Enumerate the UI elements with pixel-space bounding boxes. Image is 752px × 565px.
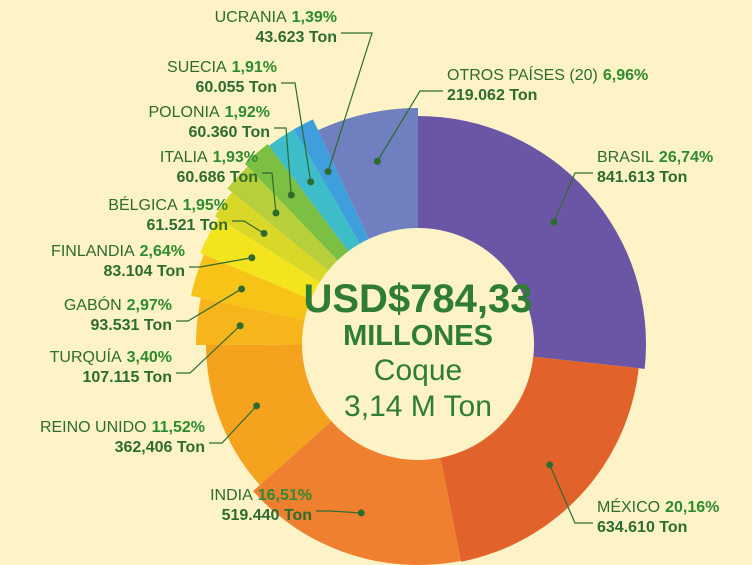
share-label: 20,16%	[665, 499, 719, 516]
category-name: TURQUÍA	[50, 347, 122, 366]
slice-label: ITALIA 1,93%	[160, 149, 258, 166]
category-name: BÉLGICA	[108, 195, 178, 214]
category-name: OTROS PAÍSES (20)	[447, 65, 598, 84]
share-label: 1,93%	[213, 149, 258, 166]
leader-dot	[307, 178, 315, 186]
category-name: REINO UNIDO	[40, 419, 147, 436]
ton-label: 60.360 Ton	[188, 124, 270, 141]
leader-line	[189, 257, 252, 268]
leader-line	[176, 288, 242, 322]
slice-label: FINLANDIA 2,64%	[51, 243, 185, 260]
share-label: 6,96%	[603, 67, 648, 84]
share-label: 1,39%	[292, 9, 337, 26]
category-name: POLONIA	[148, 104, 219, 121]
slice-label: SUECIA 1,91%	[167, 59, 277, 76]
share-label: 1,91%	[232, 59, 277, 76]
wedge	[227, 166, 340, 272]
donut-hole	[302, 228, 534, 460]
leader-line	[262, 172, 277, 214]
leader-line	[549, 464, 593, 524]
share-label: 1,92%	[225, 104, 270, 121]
leader-line	[327, 32, 373, 172]
leader-dot	[238, 285, 246, 293]
slice-label: TURQUÍA 3,40%	[50, 347, 172, 366]
leader-line	[281, 82, 312, 182]
leader-line	[553, 172, 593, 223]
leader-dot	[236, 322, 244, 330]
ton-label: 219.062 Ton	[447, 87, 537, 104]
wedge	[293, 119, 370, 246]
leader-line	[209, 405, 258, 444]
ton-label: 841.613 Ton	[597, 169, 687, 186]
ton-label: 107.115 Ton	[82, 369, 172, 386]
leader-dot	[272, 209, 280, 217]
share-label: 2,64%	[140, 243, 185, 260]
ton-label: 634.610 Ton	[597, 519, 687, 536]
category-name: GABÓN	[64, 295, 122, 314]
labels: BRASIL 26,74% 841.613 Ton MÉXICO 20,16% 634.6…	[40, 9, 719, 536]
ton-label: 43.623 Ton	[255, 29, 337, 46]
ton-label: 60.686 Ton	[176, 169, 258, 186]
category-name: MÉXICO	[597, 497, 660, 516]
slice-label: INDIA 16,51%	[210, 487, 312, 504]
category-name: FINLANDIA	[51, 243, 135, 260]
center-product: Coque	[374, 354, 462, 387]
ton-label: 519.440 Ton	[222, 507, 312, 524]
wedge	[440, 356, 639, 562]
slice-label: POLONIA 1,92%	[148, 104, 270, 121]
slice-label: OTROS PAÍSES (20) 6,96%	[447, 65, 648, 84]
slice-label: BRASIL 26,74%	[597, 149, 713, 166]
ton-label: 362,406 Ton	[115, 439, 205, 456]
slice-label: UCRANIA 1,39%	[215, 9, 337, 26]
leader-line	[316, 510, 362, 514]
leader-line	[376, 90, 443, 162]
category-name: SUECIA	[167, 59, 227, 76]
slice-label: REINO UNIDO 11,52%	[40, 419, 205, 436]
leader-dot	[546, 461, 554, 469]
category-name: BRASIL	[597, 149, 654, 166]
ton-label: 61.521 Ton	[146, 217, 228, 234]
category-name: UCRANIA	[215, 9, 287, 26]
category-name: INDIA	[210, 487, 253, 504]
slice-label: BÉLGICA 1,95%	[108, 195, 228, 214]
ton-label: 83.104 Ton	[103, 263, 185, 280]
wedge	[268, 129, 361, 253]
share-label: 26,74%	[659, 149, 713, 166]
share-label: 11,52%	[152, 419, 205, 436]
share-label: 3,40%	[127, 349, 172, 366]
leader-dot	[373, 157, 381, 165]
wedge	[200, 218, 322, 301]
wedge	[196, 297, 307, 345]
leader-dot	[253, 402, 261, 410]
category-name: ITALIA	[160, 149, 208, 166]
slice-label: GABÓN 2,97%	[64, 295, 172, 314]
leader-dot	[287, 191, 295, 199]
center-amount: USD$784,33	[303, 277, 532, 321]
slice-label: MÉXICO 20,16%	[597, 497, 719, 516]
share-label: 2,97%	[127, 297, 172, 314]
ton-label: 93.531 Ton	[90, 317, 172, 334]
ton-label: 60.055 Ton	[195, 79, 277, 96]
leader-dot	[260, 229, 268, 237]
leader-line	[176, 325, 241, 374]
leader-dot	[357, 509, 365, 517]
leader-line	[274, 127, 292, 196]
wedge	[318, 108, 418, 241]
wedge	[253, 419, 461, 565]
share-label: 1,95%	[183, 197, 228, 214]
wedge	[191, 254, 313, 321]
share-label: 16,51%	[258, 487, 312, 504]
leader-dot	[248, 254, 256, 262]
leader-dot	[550, 218, 558, 226]
leader-line	[232, 220, 265, 234]
leader-dot	[324, 168, 332, 176]
center-unit: MILLONES	[343, 320, 493, 352]
wedge	[418, 116, 646, 369]
wedge	[214, 192, 330, 284]
wedge	[206, 344, 333, 486]
center-volume: 3,14 M Ton	[344, 390, 492, 423]
